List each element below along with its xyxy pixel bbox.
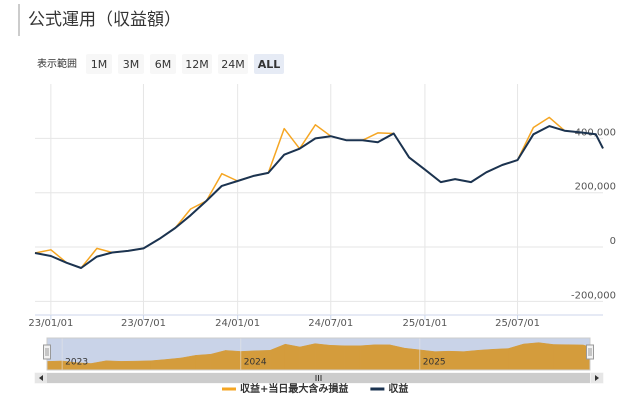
navigator-area xyxy=(105,360,122,371)
title-bar xyxy=(18,4,20,36)
range-button[interactable] xyxy=(118,54,144,74)
navigator-area xyxy=(165,357,182,371)
navigator-area xyxy=(135,360,151,371)
navigator-area xyxy=(150,359,167,371)
x-tick-label: 24/07/01 xyxy=(308,318,353,329)
x-tick-label: 25/07/01 xyxy=(495,318,540,329)
y-tick-label: 0 xyxy=(610,236,616,247)
navigator-area xyxy=(329,344,346,371)
handle-grip xyxy=(45,348,49,356)
handle-grip xyxy=(588,348,592,356)
navigator-area xyxy=(568,344,584,371)
y-tick-label: -200,000 xyxy=(571,290,616,301)
navigator-area xyxy=(463,349,479,371)
range-button[interactable] xyxy=(182,54,212,74)
range-button-label[interactable]: 1M xyxy=(91,58,108,71)
navigator-area xyxy=(344,345,361,371)
navigator-handle[interactable] xyxy=(586,344,594,360)
navigator-area xyxy=(314,343,331,371)
x-tick-label: 23/07/01 xyxy=(121,318,166,329)
range-button[interactable] xyxy=(218,54,248,74)
legend-label[interactable]: 収益 xyxy=(388,382,408,395)
navigator-area xyxy=(284,343,301,371)
scroll-grip xyxy=(315,375,322,381)
series-line xyxy=(34,125,604,269)
navigator-area xyxy=(46,360,63,371)
navigator-area xyxy=(553,344,569,371)
navigator-area xyxy=(359,344,376,371)
y-tick-label: 200,000 xyxy=(575,182,616,193)
navigator-area xyxy=(374,344,391,371)
navigator-area xyxy=(478,348,494,371)
range-label: 表示範囲 xyxy=(37,57,77,70)
navigator-area xyxy=(299,343,316,371)
navigator-area xyxy=(195,353,212,371)
range-button[interactable] xyxy=(86,54,112,74)
navigator-area xyxy=(120,360,137,371)
range-button-label[interactable]: 12M xyxy=(185,58,209,71)
navigator-area xyxy=(508,343,524,371)
navigator-area xyxy=(538,342,554,371)
range-button-label[interactable]: 24M xyxy=(221,58,245,71)
range-button-label[interactable]: 6M xyxy=(155,58,172,71)
arrow-right xyxy=(595,375,599,381)
navigator-area xyxy=(523,342,539,371)
legend-label[interactable]: 収益+当日最大含み損益 xyxy=(240,382,348,395)
y-tick-label: 400,000 xyxy=(575,127,616,138)
navigator-area xyxy=(493,348,509,371)
navigator-area xyxy=(404,347,421,371)
range-button-label[interactable]: ALL xyxy=(258,58,281,71)
arrow-left xyxy=(39,375,43,381)
range-button-label[interactable]: 3M xyxy=(123,58,140,71)
navigator-label: 2025 xyxy=(423,358,446,368)
chart-title: 公式運用（収益額） xyxy=(28,10,181,30)
x-tick-label: 24/01/01 xyxy=(215,318,260,329)
navigator-area xyxy=(448,350,465,371)
navigator-area xyxy=(225,350,241,371)
navigator-handle[interactable] xyxy=(43,344,51,360)
range-button[interactable] xyxy=(254,54,284,74)
navigator-area xyxy=(389,344,405,371)
navigator-label: 2023 xyxy=(65,358,88,368)
navigator-area xyxy=(180,355,196,371)
navigator-label: 2024 xyxy=(244,358,267,368)
x-tick-label: 25/01/01 xyxy=(402,318,447,329)
range-button[interactable] xyxy=(150,54,176,74)
x-tick-label: 23/01/01 xyxy=(28,318,73,329)
